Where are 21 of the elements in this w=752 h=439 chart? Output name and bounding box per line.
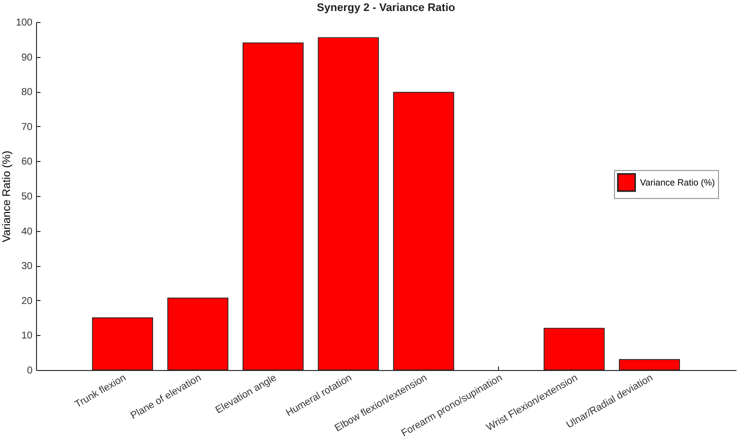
bar: [618, 359, 680, 370]
y-tick-label: 10: [21, 330, 33, 342]
bar: [167, 298, 228, 370]
y-axis-title: Variance Ratio (%): [0, 150, 13, 242]
bar: [92, 317, 154, 370]
y-tick-label: 60: [21, 156, 33, 168]
y-tick-label: 50: [21, 192, 33, 202]
y-tick-label: 80: [21, 87, 33, 98]
y-tick-label: 0: [26, 366, 33, 376]
y-tick-label: 100: [16, 18, 33, 28]
bar: [544, 328, 605, 370]
y-tick-label: 90: [21, 52, 33, 64]
y-tick-label: 40: [21, 226, 33, 238]
y-tick-label: 20: [21, 296, 33, 307]
chart-title: Synergy 2 - Variance Ratio: [316, 2, 456, 14]
bar: [242, 42, 304, 370]
bar: [393, 92, 454, 370]
y-tick-label: 70: [21, 122, 33, 133]
y-tick-label: 30: [21, 261, 33, 272]
bar: [318, 37, 379, 370]
legend-label: Variance Ratio (%): [640, 178, 715, 188]
